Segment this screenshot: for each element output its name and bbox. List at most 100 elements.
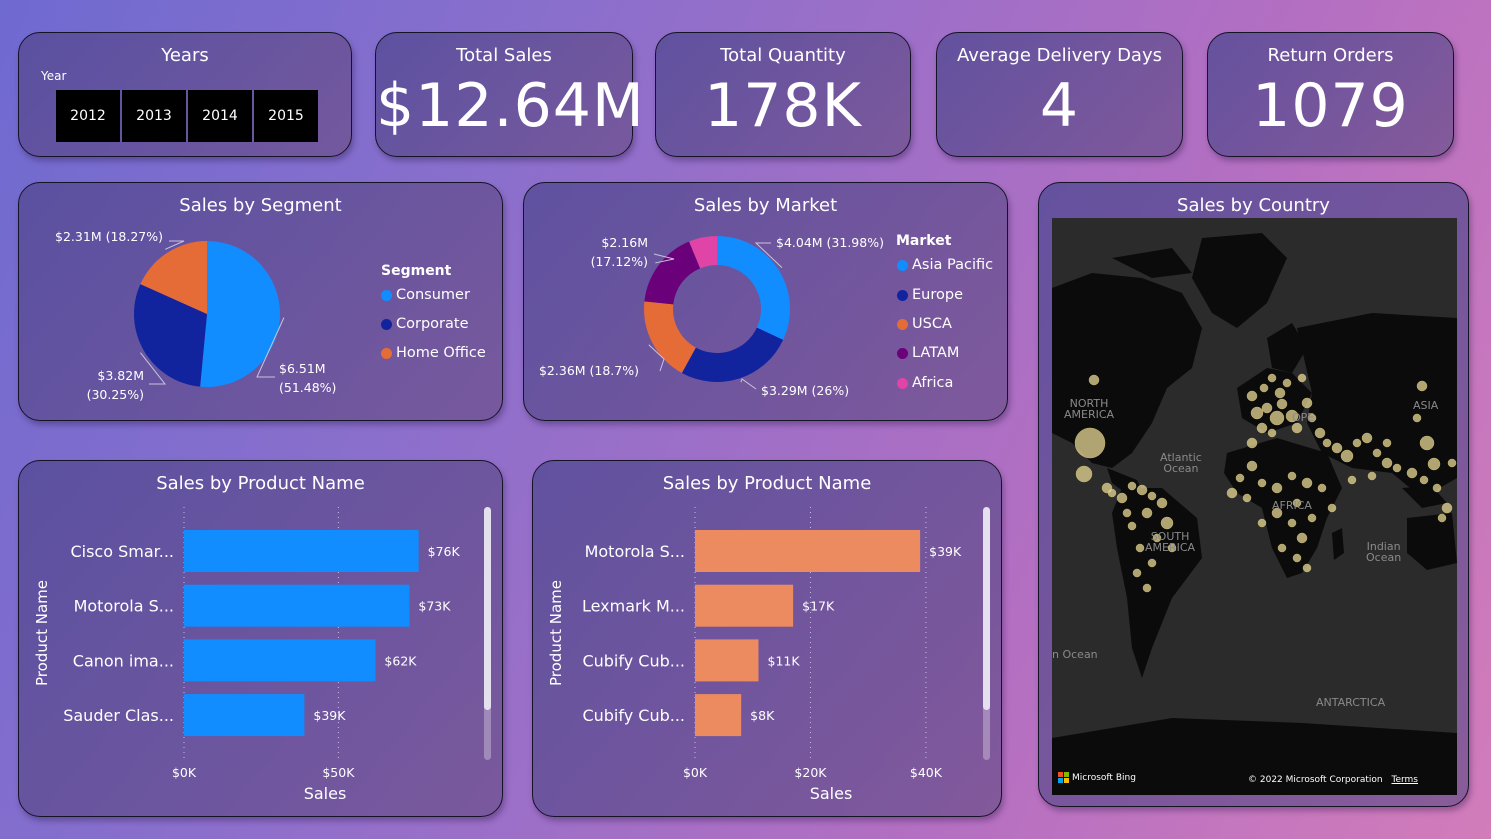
country-bubble[interactable]	[1331, 442, 1343, 454]
country-bubble[interactable]	[1152, 533, 1162, 543]
bar-1[interactable]	[695, 530, 921, 572]
legend-item-corporate[interactable]: Corporate	[381, 316, 469, 332]
country-bubble[interactable]	[1074, 427, 1106, 459]
country-bubble[interactable]	[1419, 435, 1435, 451]
year-button-2012[interactable]: 2012	[56, 90, 120, 142]
country-bubble[interactable]	[1292, 498, 1302, 508]
country-bubble[interactable]	[1277, 543, 1287, 553]
country-bubble[interactable]	[1412, 413, 1422, 423]
country-bubble[interactable]	[1285, 409, 1299, 423]
country-bubble[interactable]	[1352, 438, 1362, 448]
country-bubble[interactable]	[1160, 516, 1174, 530]
slice-usca[interactable]	[644, 301, 696, 373]
country-bubble[interactable]	[1282, 378, 1292, 388]
country-bubble[interactable]	[1088, 374, 1100, 386]
country-bubble[interactable]	[1416, 380, 1428, 392]
bar-1[interactable]	[184, 530, 419, 572]
country-bubble[interactable]	[1301, 397, 1313, 409]
country-bubble[interactable]	[1432, 483, 1442, 493]
country-bubble[interactable]	[1132, 568, 1142, 578]
country-bubble[interactable]	[1372, 448, 1382, 458]
country-bubble[interactable]	[1242, 493, 1252, 503]
bar-3[interactable]	[184, 639, 376, 682]
legend-item-africa[interactable]: Africa	[897, 375, 953, 391]
slice-home-office[interactable]	[140, 241, 207, 314]
country-bubble[interactable]	[1136, 484, 1148, 496]
country-bubble[interactable]	[1274, 387, 1286, 399]
country-bubble[interactable]	[1246, 460, 1258, 472]
country-bubble[interactable]	[1302, 563, 1312, 573]
country-bubble[interactable]	[1269, 410, 1285, 426]
country-bubble[interactable]	[1246, 437, 1258, 449]
country-bubble[interactable]	[1291, 422, 1303, 434]
country-bubble[interactable]	[1135, 543, 1145, 553]
country-bubble[interactable]	[1296, 532, 1308, 544]
slice-corporate[interactable]	[134, 284, 207, 387]
country-bubble[interactable]	[1447, 458, 1457, 468]
country-bubble[interactable]	[1437, 513, 1447, 523]
slice-latam[interactable]	[644, 241, 701, 305]
bar-4[interactable]	[184, 694, 305, 737]
country-bubble[interactable]	[1314, 427, 1326, 439]
scrollbar[interactable]	[983, 507, 990, 760]
country-bubble[interactable]	[1271, 482, 1283, 494]
country-bubble[interactable]	[1256, 422, 1268, 434]
slice-africa[interactable]	[689, 236, 717, 269]
country-bubble[interactable]	[1127, 481, 1137, 491]
country-bubble[interactable]	[1427, 457, 1441, 471]
year-button-2015[interactable]: 2015	[254, 90, 318, 142]
bar-2[interactable]	[184, 584, 410, 627]
country-bubble[interactable]	[1141, 507, 1153, 519]
country-bubble[interactable]	[1361, 432, 1373, 444]
scrollbar-thumb[interactable]	[484, 507, 491, 710]
country-bubble[interactable]	[1292, 553, 1302, 563]
country-bubble[interactable]	[1301, 477, 1313, 489]
country-bubble[interactable]	[1107, 488, 1117, 498]
country-bubble[interactable]	[1147, 491, 1157, 501]
scrollbar-thumb[interactable]	[983, 507, 990, 710]
country-bubble[interactable]	[1226, 487, 1238, 499]
year-button-2013[interactable]: 2013	[122, 90, 186, 142]
country-bubble[interactable]	[1317, 483, 1327, 493]
slice-europe[interactable]	[681, 327, 784, 382]
country-bubble[interactable]	[1167, 543, 1177, 553]
legend-item-consumer[interactable]: Consumer	[381, 287, 470, 303]
country-bubble[interactable]	[1156, 497, 1168, 509]
country-bubble[interactable]	[1307, 413, 1317, 423]
country-bubble[interactable]	[1381, 457, 1393, 469]
country-bubble[interactable]	[1267, 428, 1277, 438]
country-bubble[interactable]	[1441, 502, 1453, 514]
country-bubble[interactable]	[1287, 471, 1297, 481]
country-bubble[interactable]	[1147, 558, 1157, 568]
legend-item-usca[interactable]: USCA	[897, 316, 952, 332]
country-bubble[interactable]	[1259, 383, 1269, 393]
country-bubble[interactable]	[1276, 398, 1288, 410]
bar-3[interactable]	[695, 639, 759, 682]
country-bubble[interactable]	[1367, 471, 1377, 481]
slice-asia-pacific[interactable]	[717, 236, 790, 340]
country-bubble[interactable]	[1307, 513, 1317, 523]
scrollbar[interactable]	[484, 507, 491, 760]
country-bubble[interactable]	[1392, 463, 1402, 473]
country-bubble[interactable]	[1122, 508, 1132, 518]
country-bubble[interactable]	[1347, 475, 1357, 485]
country-bubble[interactable]	[1142, 583, 1152, 593]
country-bubble[interactable]	[1246, 390, 1258, 402]
bar-4[interactable]	[695, 694, 742, 737]
legend-item-asia-pacific[interactable]: Asia Pacific	[897, 257, 993, 273]
legend-item-europe[interactable]: Europe	[897, 287, 963, 303]
country-bubble[interactable]	[1261, 402, 1273, 414]
country-bubble[interactable]	[1257, 518, 1267, 528]
country-bubble[interactable]	[1271, 507, 1283, 519]
country-bubble[interactable]	[1116, 492, 1128, 504]
country-bubble[interactable]	[1250, 406, 1264, 420]
country-bubble[interactable]	[1235, 473, 1245, 483]
world-map[interactable]: NORTH AMERICA Atlantic Ocean OPE ASIA AFRI…	[1052, 218, 1457, 795]
country-bubble[interactable]	[1419, 475, 1429, 485]
country-bubble[interactable]	[1340, 449, 1354, 463]
country-bubble[interactable]	[1382, 438, 1392, 448]
country-bubble[interactable]	[1075, 465, 1093, 483]
year-button-2014[interactable]: 2014	[188, 90, 252, 142]
bar-2[interactable]	[695, 584, 794, 627]
country-bubble[interactable]	[1127, 521, 1137, 531]
